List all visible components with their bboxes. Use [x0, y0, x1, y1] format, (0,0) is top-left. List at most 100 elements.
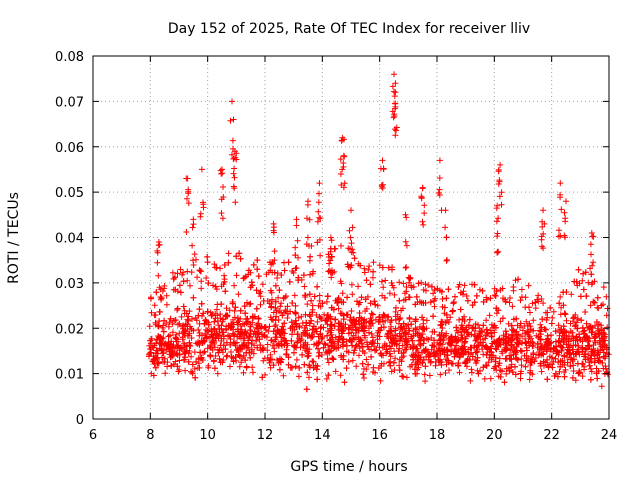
data-point — [521, 352, 528, 359]
data-point — [231, 282, 238, 289]
data-point — [494, 248, 501, 255]
data-point — [234, 326, 241, 333]
data-point — [368, 330, 375, 337]
y-tick-label: 0.05 — [55, 186, 84, 201]
data-point — [508, 356, 515, 363]
data-point — [431, 303, 438, 310]
data-point — [548, 354, 555, 361]
data-point — [244, 299, 250, 306]
data-point — [229, 299, 236, 305]
data-point — [207, 352, 214, 359]
data-point — [422, 300, 429, 306]
data-point — [195, 326, 202, 333]
data-point — [396, 297, 403, 304]
data-point — [583, 320, 590, 327]
data-point — [397, 315, 404, 321]
data-point — [329, 334, 336, 341]
data-point — [495, 181, 502, 187]
data-point — [264, 347, 271, 354]
data-point — [188, 269, 195, 276]
data-point — [430, 290, 437, 297]
data-point — [393, 127, 400, 134]
data-point — [493, 310, 500, 317]
data-point — [507, 295, 513, 301]
data-point — [406, 275, 413, 282]
data-point — [204, 253, 211, 260]
data-point — [461, 340, 468, 346]
data-point — [176, 320, 183, 327]
data-point — [377, 165, 384, 172]
data-point — [280, 372, 287, 379]
data-point — [253, 337, 260, 344]
data-point — [247, 354, 254, 361]
data-point — [483, 362, 490, 369]
data-point — [196, 267, 203, 274]
data-point — [406, 315, 413, 322]
data-point — [340, 299, 347, 306]
data-point — [202, 330, 209, 337]
data-point — [295, 314, 302, 321]
data-point — [587, 376, 594, 383]
data-point — [356, 310, 363, 316]
data-point — [410, 283, 417, 290]
data-point — [268, 337, 275, 344]
data-point — [449, 360, 456, 367]
data-point — [490, 354, 496, 361]
data-point — [595, 368, 602, 375]
data-point — [331, 338, 337, 345]
data-point — [524, 322, 531, 329]
data-point — [292, 317, 299, 324]
data-point — [350, 316, 357, 323]
data-point — [530, 317, 537, 324]
data-point — [234, 319, 240, 326]
data-point — [296, 323, 303, 329]
data-point — [563, 350, 570, 357]
data-point — [540, 358, 547, 365]
data-point — [254, 331, 261, 338]
data-point — [275, 294, 282, 301]
data-point — [182, 328, 189, 335]
data-point — [413, 293, 420, 300]
data-point — [497, 161, 504, 168]
data-point — [230, 170, 237, 177]
data-point — [461, 282, 468, 289]
data-point — [340, 336, 347, 343]
data-point — [498, 348, 505, 355]
data-point — [357, 262, 364, 269]
data-point — [515, 339, 522, 346]
data-point — [255, 315, 262, 322]
data-point — [227, 117, 234, 124]
data-point — [421, 210, 428, 217]
data-point — [558, 335, 565, 342]
data-point — [492, 324, 499, 331]
data-point — [272, 322, 279, 328]
data-point — [278, 359, 284, 366]
data-point — [197, 268, 204, 275]
data-point — [431, 337, 438, 344]
data-point — [475, 370, 482, 377]
data-point — [253, 305, 260, 312]
data-point — [451, 347, 458, 354]
data-point — [211, 318, 218, 325]
data-point — [537, 321, 544, 328]
data-point — [302, 311, 309, 318]
data-point — [522, 363, 529, 370]
data-point — [233, 156, 240, 163]
data-point — [313, 366, 320, 373]
data-point — [386, 290, 393, 297]
x-tick-label: 10 — [199, 428, 216, 443]
data-point — [220, 316, 227, 322]
data-point — [472, 325, 479, 332]
data-point — [288, 319, 295, 326]
data-point — [317, 252, 324, 259]
data-point — [538, 296, 545, 302]
data-point — [409, 337, 416, 344]
data-point — [302, 327, 309, 334]
data-point — [349, 291, 356, 298]
data-point — [372, 301, 379, 308]
data-point — [173, 336, 180, 343]
data-point — [356, 345, 363, 352]
data-point — [292, 302, 299, 309]
data-point — [587, 323, 594, 330]
data-point — [153, 289, 160, 296]
